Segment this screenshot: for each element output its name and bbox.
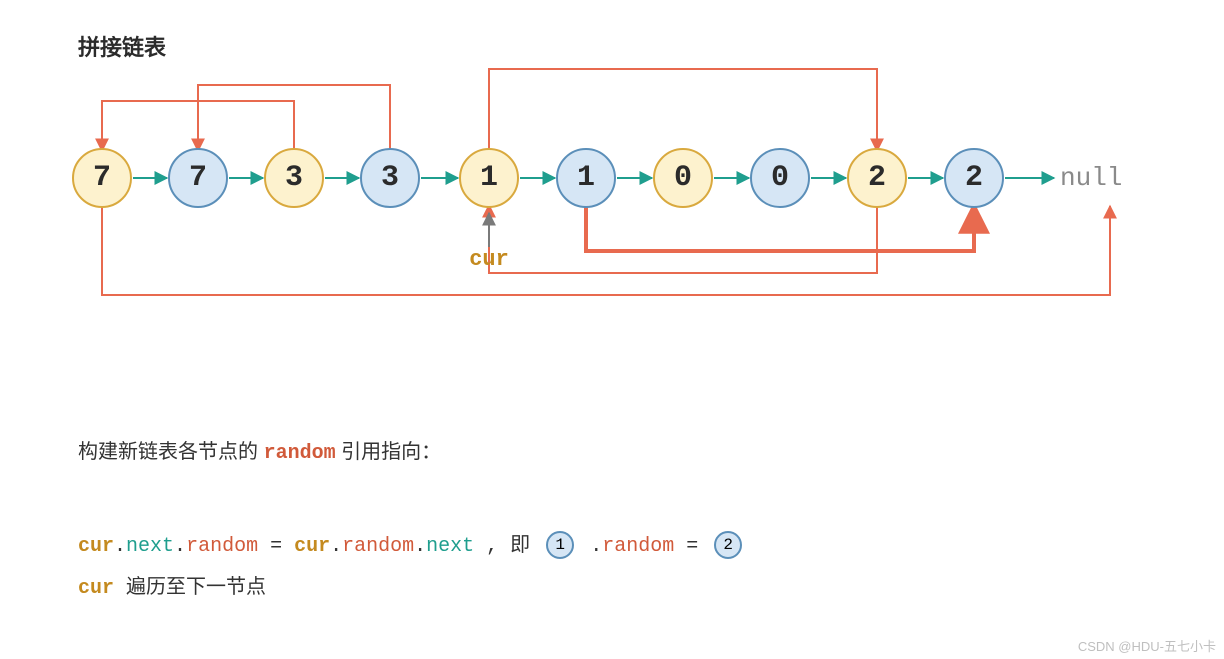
- random-edge-4: [489, 205, 877, 273]
- node-value-n2: 3: [285, 161, 303, 195]
- node-value-n9: 2: [965, 161, 983, 195]
- node-value-n1: 7: [189, 161, 207, 195]
- inline-node-1: 1: [546, 531, 574, 559]
- description-line: 构建新链表各节点的 random 引用指向：: [78, 435, 441, 465]
- code-line-2: cur 遍历至下一节点: [78, 570, 266, 600]
- node-value-n8: 2: [868, 161, 886, 195]
- linked-list-diagram: 7 7 3 3 1 1 0 0 2 2 null cur: [0, 0, 1224, 310]
- desc-prefix: 构建新链表各节点的: [78, 441, 264, 463]
- random-edge-2: [489, 69, 877, 151]
- node-value-n5: 1: [577, 161, 595, 195]
- watermark: CSDN @HDU-五七小卡: [1078, 636, 1216, 655]
- node-value-n3: 3: [381, 161, 399, 195]
- node-value-n6: 0: [674, 161, 692, 195]
- node-value-n7: 0: [771, 161, 789, 195]
- desc-suffix: 引用指向：: [336, 441, 442, 463]
- null-label: null: [1060, 163, 1122, 193]
- inline-node-2: 2: [714, 531, 742, 559]
- random-edge-3: [586, 205, 974, 251]
- node-value-n4: 1: [480, 161, 498, 195]
- node-value-n0: 7: [93, 161, 111, 195]
- desc-keyword: random: [264, 442, 336, 465]
- code-line-1: cur.next.random = cur.random.next , 即 1 …: [78, 528, 746, 560]
- cur-label: cur: [469, 247, 509, 272]
